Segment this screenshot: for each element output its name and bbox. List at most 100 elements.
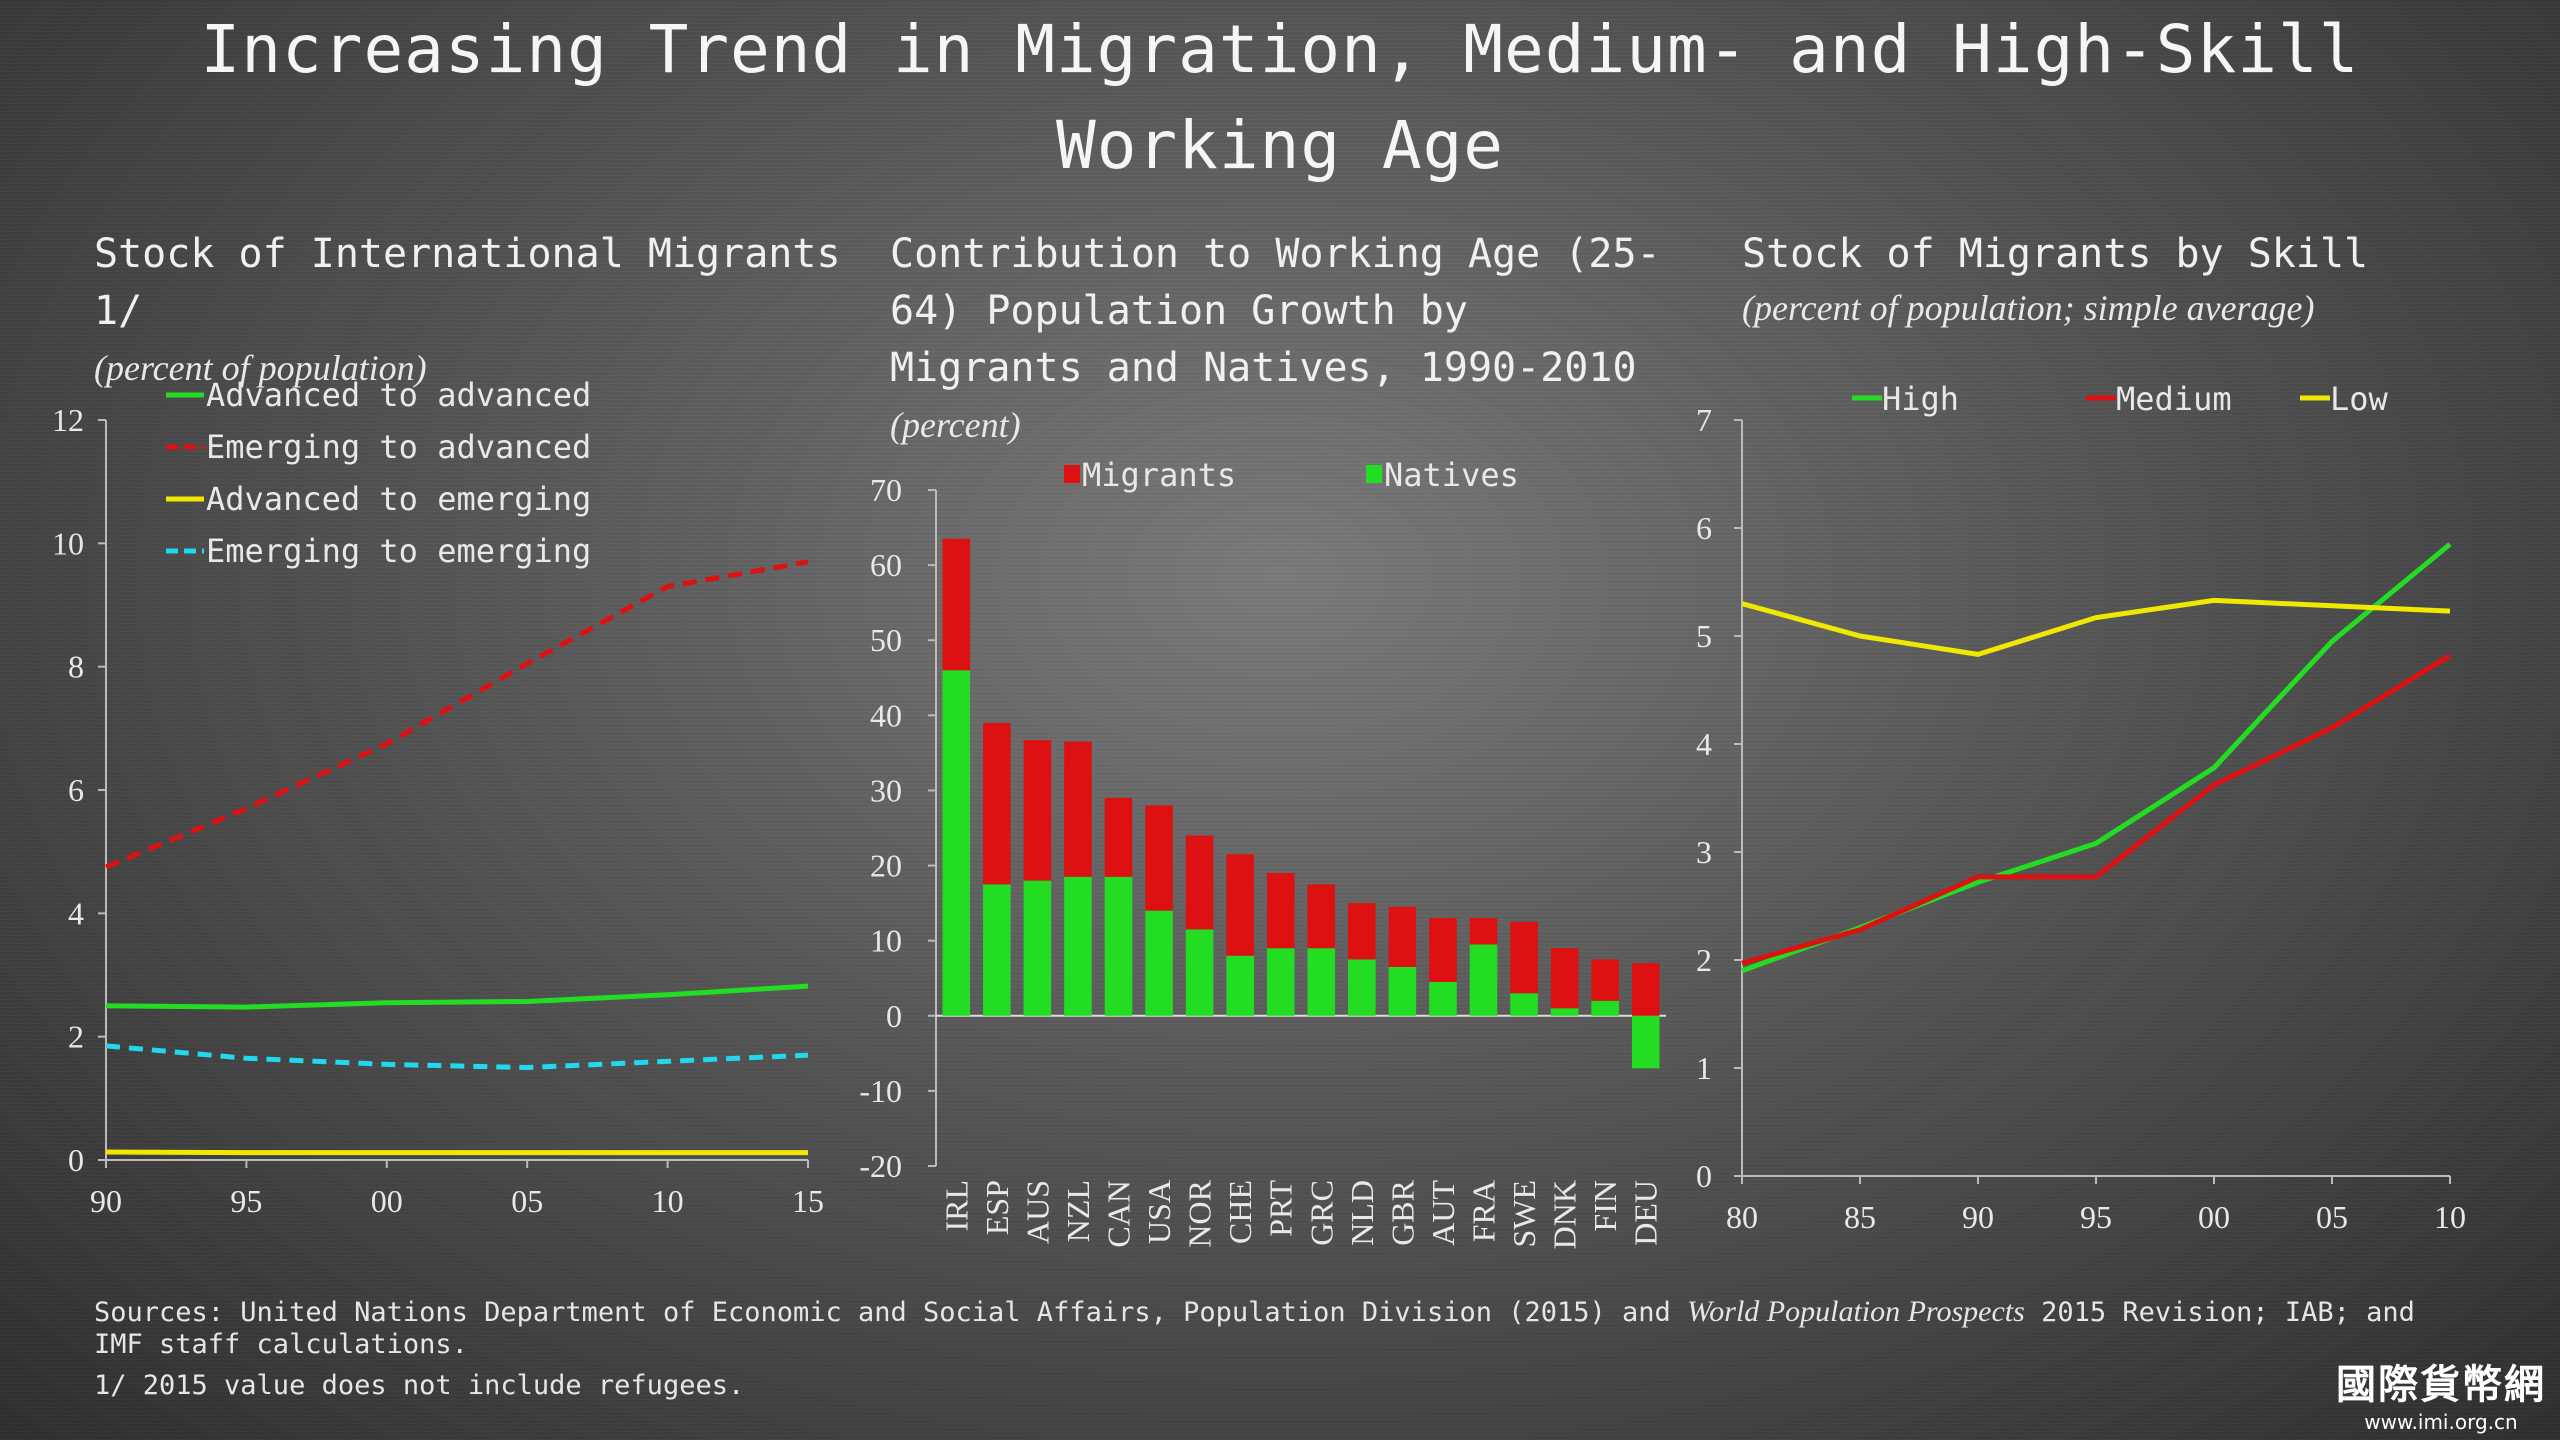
category-label: AUT <box>1425 1180 1461 1246</box>
y-tick-label: 40 <box>870 697 902 733</box>
category-label: GBR <box>1384 1179 1420 1245</box>
category-label: USA <box>1141 1180 1177 1244</box>
category-label: FRA <box>1466 1180 1502 1242</box>
x-tick-label: 00 <box>2198 1199 2230 1235</box>
bar-natives <box>1023 880 1052 1016</box>
bar-natives <box>1185 929 1214 1016</box>
y-tick-label: -10 <box>859 1073 902 1109</box>
bar-migrants <box>1469 918 1498 945</box>
series-line <box>105 983 809 1010</box>
y-tick-label: 6 <box>1696 510 1712 546</box>
bar-migrants <box>1185 835 1214 930</box>
x-tick-label: 95 <box>2080 1199 2112 1235</box>
y-tick-label: 70 <box>870 472 902 508</box>
x-tick-label: 85 <box>1844 1199 1876 1235</box>
series-line <box>105 1043 809 1070</box>
x-tick-label: 80 <box>1726 1199 1758 1235</box>
sources-text-suffix: 2015 Revision; IAB; and IMF staff calcul… <box>94 1297 2415 1360</box>
y-tick-label: 7 <box>1696 402 1712 438</box>
legend-label: Migrants <box>1082 456 1236 494</box>
y-tick-label: 30 <box>870 772 902 808</box>
bar-migrants <box>1023 740 1052 881</box>
y-tick-label: 3 <box>1696 834 1712 870</box>
bar-migrants <box>942 538 971 671</box>
bar-migrants <box>1591 959 1619 1001</box>
category-label: FIN <box>1587 1180 1623 1232</box>
series-line <box>1741 653 2452 966</box>
category-label: NZL <box>1060 1180 1096 1242</box>
y-tick-label: 10 <box>870 923 902 959</box>
bar-natives <box>1348 959 1376 1016</box>
category-label: DEU <box>1628 1180 1664 1246</box>
y-tick-label: 0 <box>886 998 902 1034</box>
bar-migrants <box>1104 797 1133 877</box>
y-tick-label: 50 <box>870 622 902 658</box>
sources-note: Sources: United Nations Department of Ec… <box>94 1296 2474 1361</box>
y-tick-label: 10 <box>52 525 84 561</box>
x-tick-label: 90 <box>90 1183 122 1219</box>
category-label: NLD <box>1344 1180 1380 1246</box>
bar-natives <box>1631 1015 1660 1069</box>
bar-migrants <box>1510 921 1538 994</box>
series-line <box>105 1149 808 1156</box>
sources-text: Sources: United Nations Department of Ec… <box>94 1297 1688 1328</box>
legend-label: Natives <box>1384 456 1519 494</box>
y-tick-label: 0 <box>68 1142 84 1178</box>
y-tick-label: 4 <box>1696 726 1712 762</box>
page-title: Increasing Trend in Migration, Medium- a… <box>200 11 2360 184</box>
bar-migrants <box>1145 805 1173 911</box>
left-panel-title-block: Stock of International Migrants 1/ (perc… <box>94 226 874 397</box>
bar-natives <box>1307 948 1336 1016</box>
middle-panel-title-block: Contribution to Working Age (25-64) Popu… <box>890 226 1670 454</box>
bar-natives <box>1388 966 1417 1016</box>
bar-migrants <box>1266 873 1295 949</box>
bar-natives <box>942 670 971 1016</box>
category-label: SWE <box>1506 1180 1542 1248</box>
bar-migrants <box>1429 918 1457 982</box>
bar-natives <box>1550 1008 1579 1016</box>
watermark-logo: 國際貨幣網 <box>2336 1362 2546 1408</box>
bar-migrants <box>983 722 1011 885</box>
x-tick-label: 15 <box>792 1183 824 1219</box>
x-tick-label: 95 <box>230 1183 262 1219</box>
watermark-url: www.imi.org.cn <box>2364 1410 2518 1434</box>
category-label: CHE <box>1222 1180 1258 1244</box>
series-line <box>105 559 809 870</box>
legend-label: Medium <box>2116 380 2232 418</box>
category-label: AUS <box>1019 1180 1055 1244</box>
x-tick-label: 10 <box>2434 1199 2466 1235</box>
left-panel-title: Stock of International Migrants 1/ <box>94 231 841 334</box>
x-tick-label: 00 <box>371 1183 403 1219</box>
footnote: 1/ 2015 value does not include refugees. <box>94 1370 745 1401</box>
right-panel-title: Stock of Migrants by Skill <box>1742 231 2369 277</box>
right-panel-subtitle: (percent of population; simple average) <box>1742 288 2315 328</box>
y-tick-label: 5 <box>1696 618 1712 654</box>
legend-swatch <box>1064 465 1080 483</box>
category-label: PRT <box>1263 1180 1299 1237</box>
legend-label: Emerging to emerging <box>206 532 591 570</box>
y-tick-label: 0 <box>1696 1158 1712 1194</box>
x-tick-label: 05 <box>511 1183 543 1219</box>
y-tick-label: -20 <box>859 1148 902 1184</box>
left-panel-subtitle: (percent of population) <box>94 348 427 388</box>
bar-natives <box>983 884 1011 1016</box>
legend-label: Emerging to advanced <box>206 428 591 466</box>
sources-italic-title: World Population Prospects <box>1687 1295 2025 1328</box>
bar-natives <box>1510 993 1538 1016</box>
category-label: GRC <box>1303 1180 1339 1246</box>
bar-migrants <box>1631 963 1660 1016</box>
category-label: NOR <box>1182 1179 1218 1247</box>
category-label: DNK <box>1547 1180 1583 1249</box>
y-tick-label: 60 <box>870 547 902 583</box>
y-tick-label: 2 <box>68 1019 84 1055</box>
legend-label: Advanced to emerging <box>206 480 591 518</box>
series-line <box>1741 597 2451 657</box>
bar-migrants <box>1348 903 1376 960</box>
category-label: IRL <box>938 1180 974 1232</box>
y-tick-label: 6 <box>68 772 84 808</box>
bar-natives <box>1226 955 1254 1016</box>
bar-migrants <box>1064 741 1092 877</box>
y-tick-label: 4 <box>68 895 84 931</box>
bar-natives <box>1064 876 1092 1016</box>
